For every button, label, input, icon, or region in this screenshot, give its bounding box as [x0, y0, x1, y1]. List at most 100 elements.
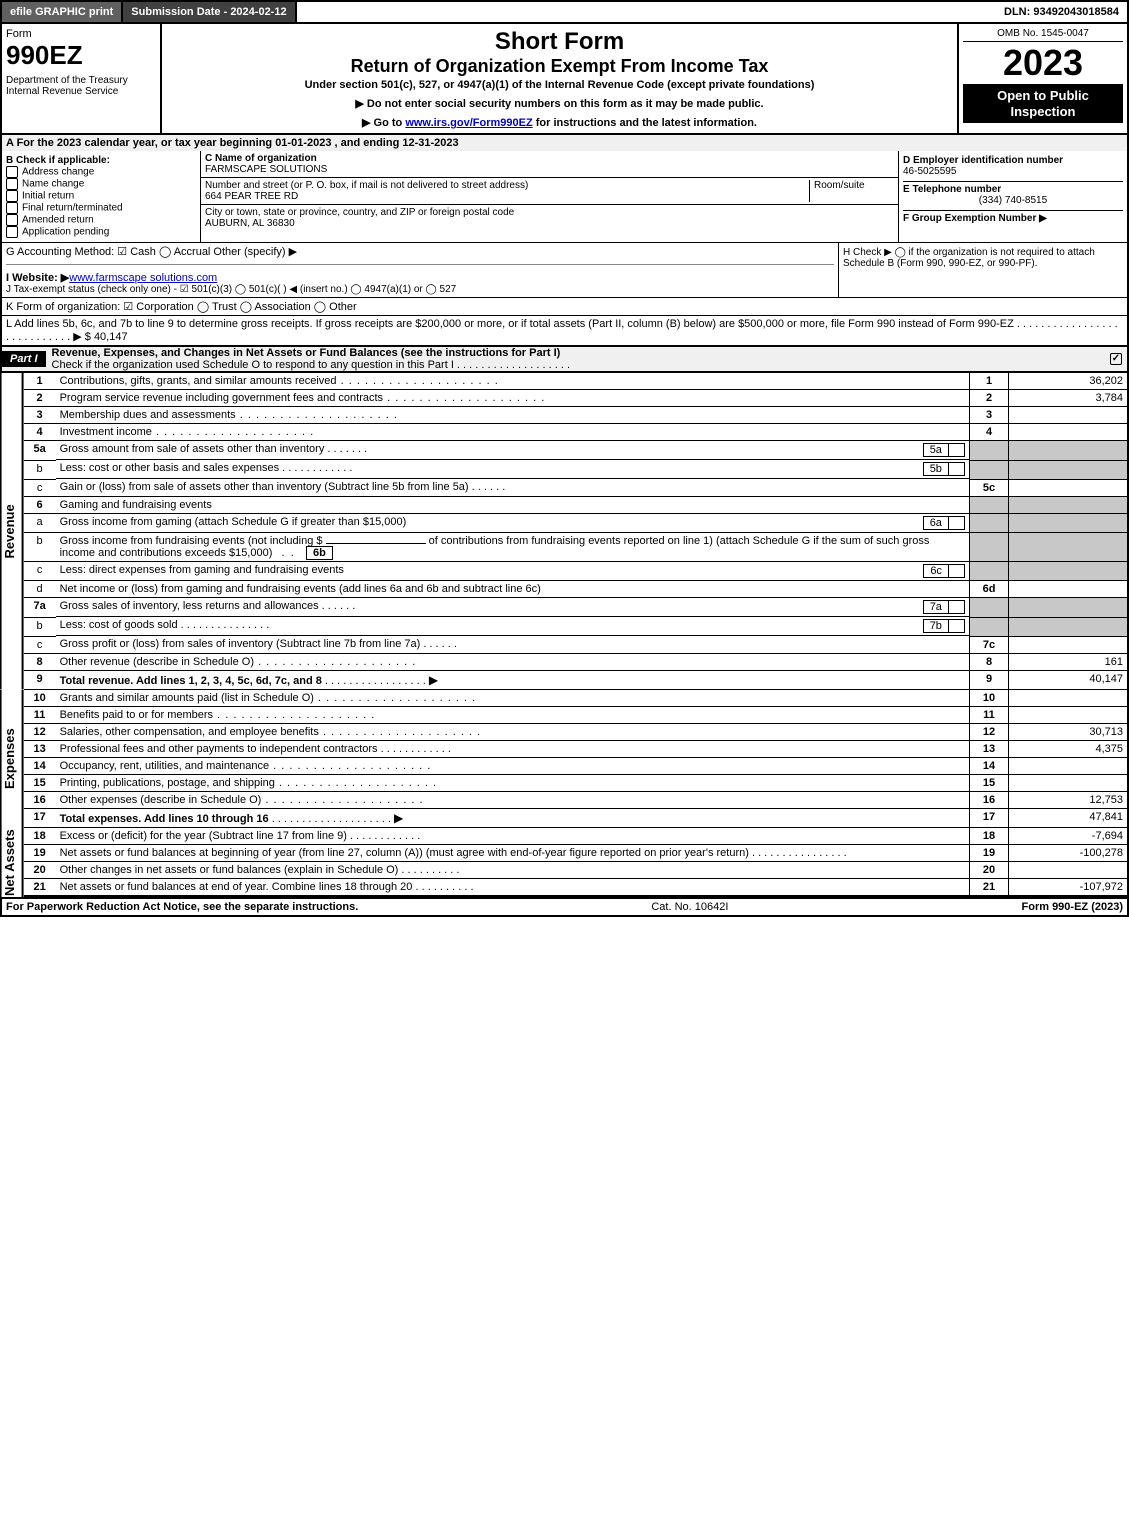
omb-number: OMB No. 1545-0047 [963, 28, 1123, 42]
line-h: H Check ▶ ◯ if the organization is not r… [838, 243, 1127, 297]
footer-right: Form 990-EZ (2023) [1022, 901, 1124, 913]
line-20: Other changes in net assets or fund bala… [56, 861, 970, 878]
line-17: Total expenses. Add lines 10 through 16 … [56, 808, 970, 827]
line-7c: Gross profit or (loss) from sales of inv… [56, 636, 970, 653]
line-10: Grants and similar amounts paid (list in… [56, 690, 970, 707]
tax-year: 2023 [963, 42, 1123, 84]
footer-left: For Paperwork Reduction Act Notice, see … [6, 901, 358, 913]
line-l: L Add lines 5b, 6c, and 7b to line 9 to … [0, 316, 1129, 346]
line-6: Gaming and fundraising events [56, 496, 970, 513]
b-opt-name[interactable]: Name change [6, 178, 196, 190]
room-suite-label: Room/suite [809, 180, 894, 202]
revenue-section: Revenue 1Contributions, gifts, grants, a… [0, 373, 1129, 690]
line-6d: Net income or (loss) from gaming and fun… [56, 581, 970, 598]
part-title: Revenue, Expenses, and Changes in Net As… [52, 347, 1109, 371]
header-right: OMB No. 1545-0047 2023 Open to Public In… [959, 24, 1127, 133]
line-19-value: -100,278 [1009, 844, 1129, 861]
revenue-tab: Revenue [0, 373, 24, 690]
line-6c: Less: direct expenses from gaming and fu… [56, 562, 969, 581]
line-5b: Less: cost or other basis and sales expe… [56, 460, 969, 479]
line-8: Other revenue (describe in Schedule O) [56, 653, 970, 670]
b-label: B Check if applicable: [6, 155, 196, 166]
line-6d-value [1009, 581, 1129, 598]
line-i: I Website: ▶www.farmscape solutions.com [6, 271, 834, 284]
form-header: Form 990EZ Department of the Treasury In… [0, 22, 1129, 135]
efile-print-button[interactable]: efile GRAPHIC print [2, 2, 123, 22]
line-7a: Gross sales of inventory, less returns a… [56, 598, 969, 617]
phone-value: (334) 740-8515 [903, 195, 1123, 206]
title-return: Return of Organization Exempt From Incom… [166, 56, 953, 77]
line-5c: Gain or (loss) from sale of assets other… [56, 479, 970, 496]
c-city-label: City or town, state or province, country… [205, 207, 514, 218]
footer-catno: Cat. No. 10642I [358, 901, 1021, 913]
b-opt-pending[interactable]: Application pending [6, 226, 196, 238]
line-13: Professional fees and other payments to … [56, 740, 970, 757]
subtitle: Under section 501(c), 527, or 4947(a)(1)… [166, 79, 953, 91]
line-11-value [1009, 706, 1129, 723]
line-2: Program service revenue including govern… [56, 390, 970, 407]
part-1-header: Part I Revenue, Expenses, and Changes in… [0, 346, 1129, 373]
page-footer: For Paperwork Reduction Act Notice, see … [0, 897, 1129, 917]
section-gi: G Accounting Method: ☑ Cash ◯ Accrual Ot… [2, 243, 838, 297]
f-label: F Group Exemption Number ▶ [903, 213, 1123, 224]
line-16: Other expenses (describe in Schedule O) [56, 791, 970, 808]
line-16-value: 12,753 [1009, 791, 1129, 808]
form-label: Form [6, 28, 156, 40]
title-short-form: Short Form [166, 28, 953, 56]
line-g: G Accounting Method: ☑ Cash ◯ Accrual Ot… [6, 245, 834, 265]
line-20-value [1009, 861, 1129, 878]
part-tag: Part I [2, 351, 46, 367]
e-label: E Telephone number [903, 184, 1123, 195]
section-c: C Name of organization FARMSCAPE SOLUTIO… [200, 151, 898, 242]
irs-link[interactable]: www.irs.gov/Form990EZ [405, 117, 532, 129]
website-link[interactable]: www.farmscape solutions.com [69, 272, 217, 284]
expenses-section: Expenses 10Grants and similar amounts pa… [0, 690, 1129, 828]
line-7c-value [1009, 636, 1129, 653]
gross-receipts-value: 40,147 [94, 331, 128, 343]
goto-pre: ▶ Go to [362, 117, 405, 129]
line-5c-value [1009, 479, 1129, 496]
b-opt-final[interactable]: Final return/terminated [6, 202, 196, 214]
line-21-value: -107,972 [1009, 878, 1129, 896]
line-15-value [1009, 774, 1129, 791]
line-19: Net assets or fund balances at beginning… [56, 844, 970, 861]
schedule-o-check[interactable] [1109, 353, 1127, 365]
netassets-section: Net Assets 18Excess or (deficit) for the… [0, 828, 1129, 897]
section-def: D Employer identification number 46-5025… [898, 151, 1127, 242]
line-1: Contributions, gifts, grants, and simila… [56, 373, 970, 390]
line-k: K Form of organization: ☑ Corporation ◯ … [0, 298, 1129, 316]
c-name-label: C Name of organization [205, 153, 317, 164]
line-3: Membership dues and assessments [56, 407, 970, 424]
header-center: Short Form Return of Organization Exempt… [162, 24, 959, 133]
d-label: D Employer identification number [903, 155, 1123, 166]
line-4-value [1009, 424, 1129, 441]
c-street-label: Number and street (or P. O. box, if mail… [205, 180, 528, 191]
org-city: AUBURN, AL 36830 [205, 218, 295, 229]
line-2-value: 3,784 [1009, 390, 1129, 407]
ein-value: 46-5025595 [903, 166, 1123, 177]
open-to-public: Open to Public Inspection [963, 84, 1123, 123]
line-13-value: 4,375 [1009, 740, 1129, 757]
line-6a: Gross income from gaming (attach Schedul… [56, 514, 969, 533]
line-18-value: -7,694 [1009, 828, 1129, 845]
line-5a: Gross amount from sale of assets other t… [56, 441, 969, 460]
submission-date: Submission Date - 2024-02-12 [123, 2, 296, 22]
line-12: Salaries, other compensation, and employ… [56, 723, 970, 740]
line-17-value: 47,841 [1009, 808, 1129, 827]
line-21: Net assets or fund balances at end of ye… [56, 878, 970, 896]
expenses-tab: Expenses [0, 690, 24, 828]
department: Department of the Treasury Internal Reve… [6, 75, 156, 97]
goto-post: for instructions and the latest informat… [533, 117, 757, 129]
line-3-value [1009, 407, 1129, 424]
line-10-value [1009, 690, 1129, 707]
line-14: Occupancy, rent, utilities, and maintena… [56, 757, 970, 774]
line-a: A For the 2023 calendar year, or tax yea… [0, 135, 1129, 151]
dln: DLN: 93492043018584 [996, 2, 1127, 22]
note-ssn: ▶ Do not enter social security numbers o… [166, 97, 953, 110]
b-opt-initial[interactable]: Initial return [6, 190, 196, 202]
b-opt-amended[interactable]: Amended return [6, 214, 196, 226]
b-opt-address[interactable]: Address change [6, 166, 196, 178]
line-8-value: 161 [1009, 653, 1129, 670]
note-goto: ▶ Go to www.irs.gov/Form990EZ for instru… [166, 116, 953, 129]
line-14-value [1009, 757, 1129, 774]
